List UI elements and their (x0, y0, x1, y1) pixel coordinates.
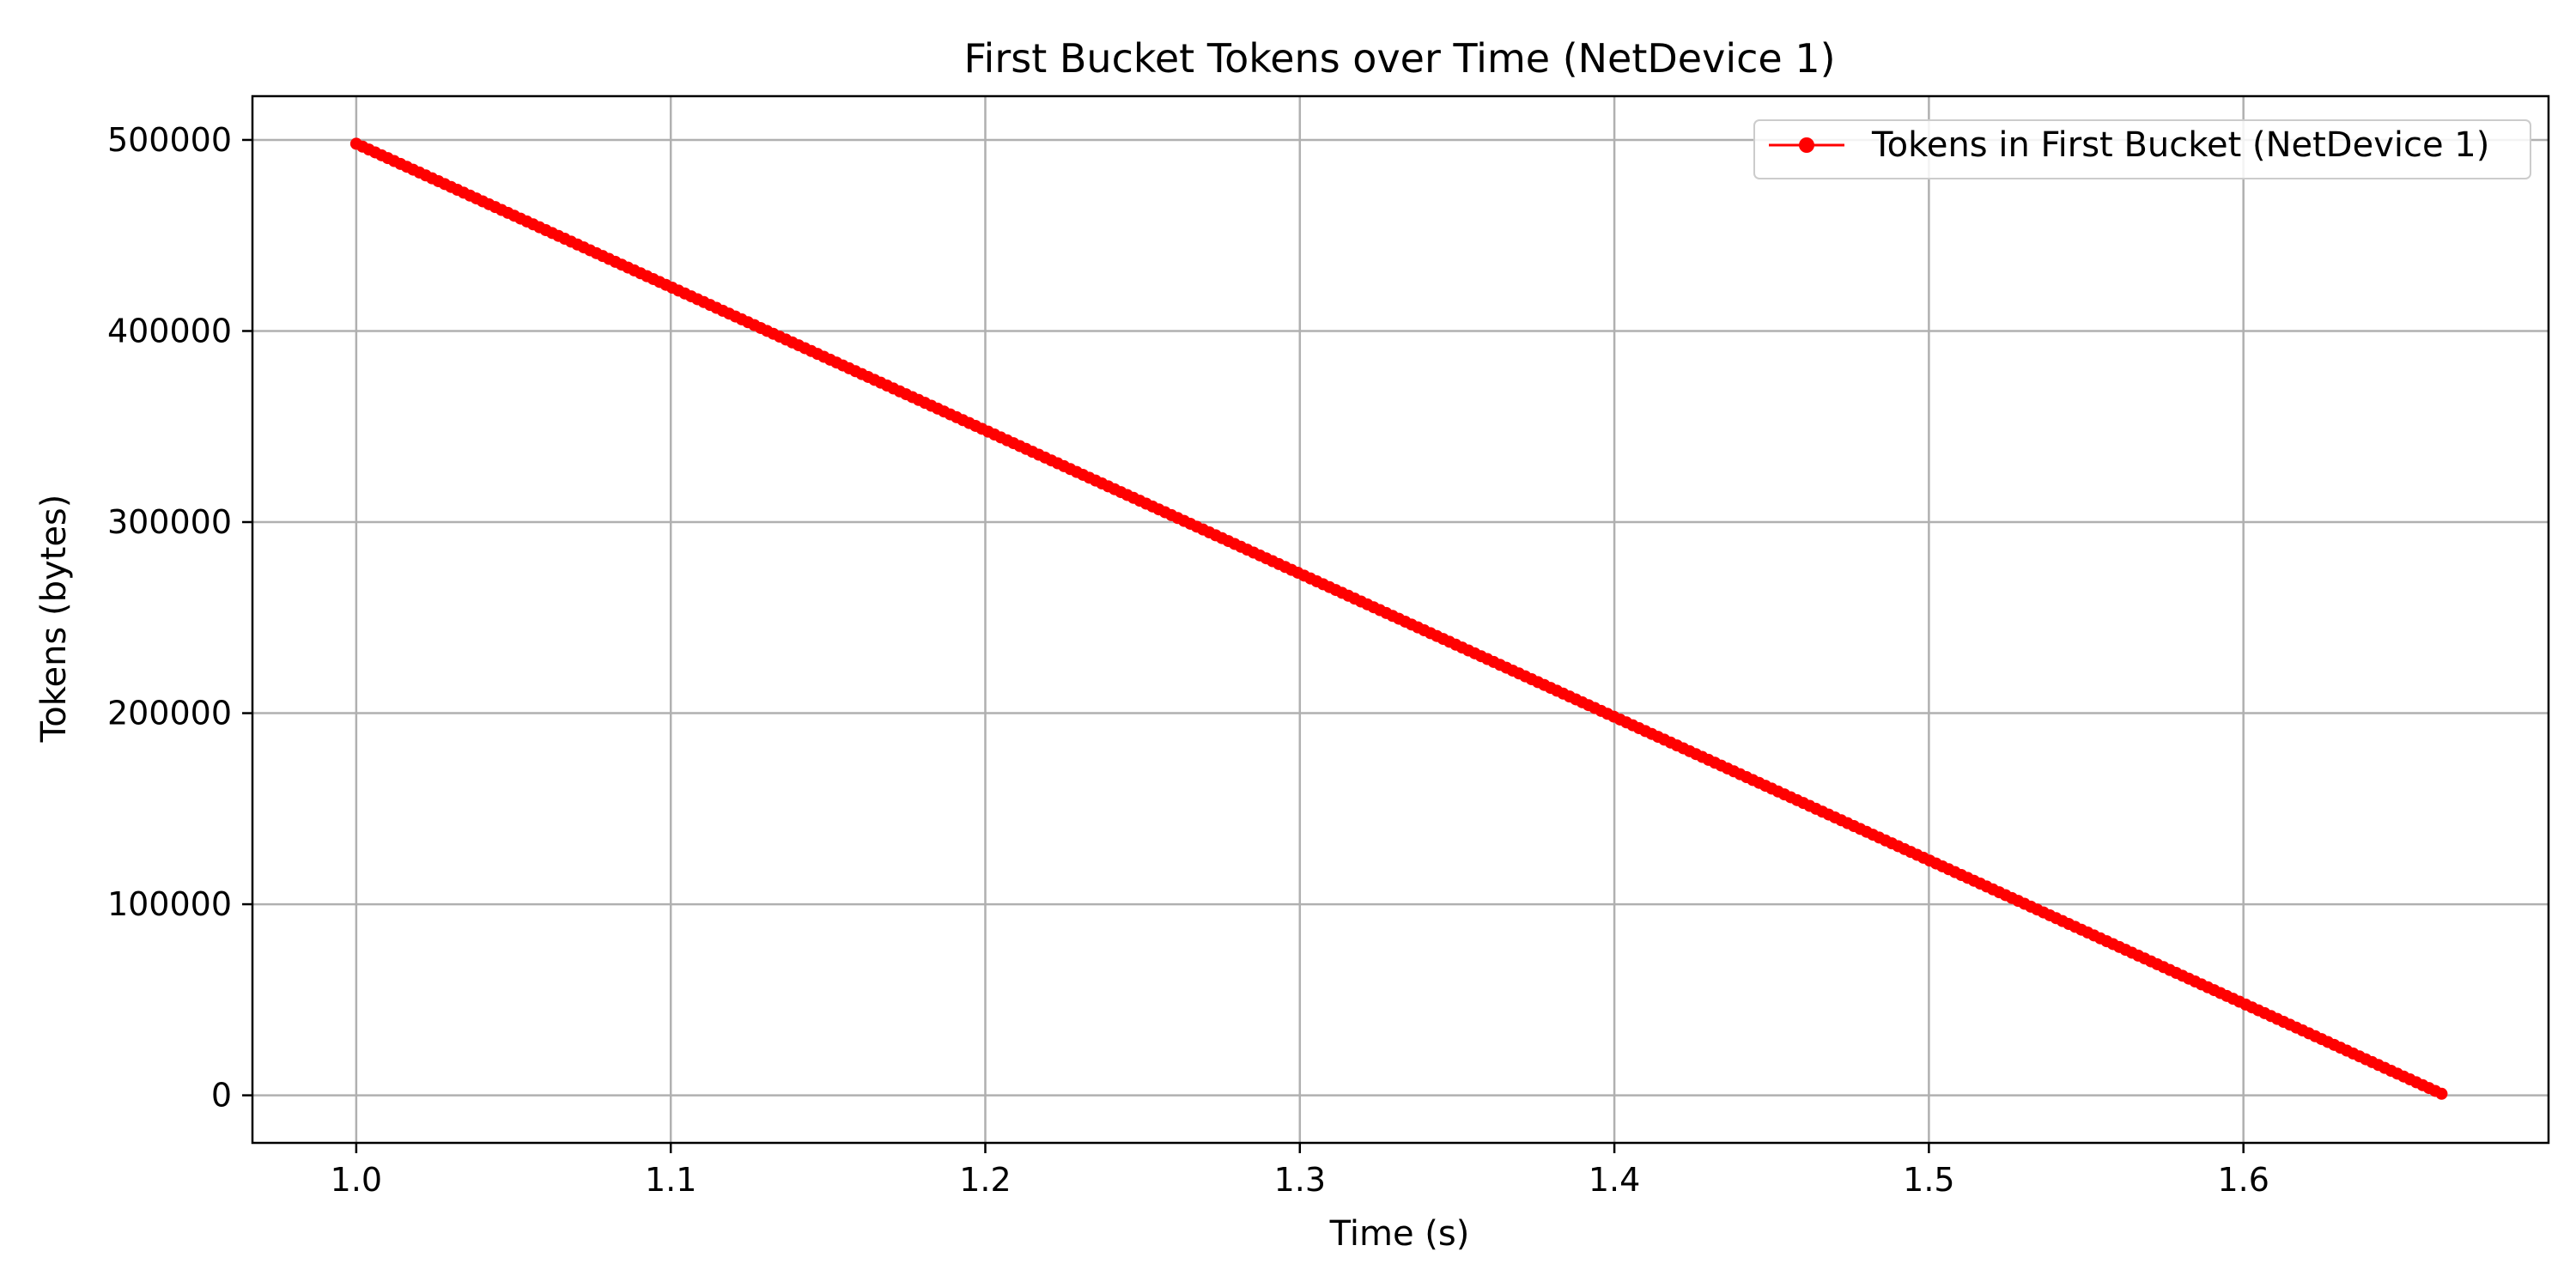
legend-marker-swatch (1799, 137, 1814, 153)
x-tick-label: 1.6 (2217, 1161, 2269, 1199)
x-tick-label: 1.0 (331, 1161, 382, 1199)
y-tick-label: 400000 (107, 312, 232, 349)
x-tick-label: 1.2 (959, 1161, 1011, 1199)
x-axis-label: Time (s) (1329, 1214, 1470, 1254)
data-point (2435, 1087, 2448, 1100)
y-axis-label: Tokens (bytes) (34, 495, 74, 744)
y-tick-label: 0 (211, 1077, 232, 1115)
x-tick-label: 1.4 (1589, 1161, 1640, 1199)
y-tick-label: 100000 (107, 885, 232, 923)
series-layer (349, 137, 2448, 1100)
x-tick-label: 1.5 (1903, 1161, 1954, 1199)
legend-entry-label: Tokens in First Bucket (NetDevice 1) (1871, 125, 2489, 165)
y-tick-label: 200000 (107, 695, 232, 732)
plot-frame (251, 94, 2550, 1145)
y-tick-label: 500000 (107, 121, 232, 159)
legend: Tokens in First Bucket (NetDevice 1) (1753, 119, 2531, 179)
x-tick-label: 1.1 (645, 1161, 696, 1199)
y-tick-label: 300000 (107, 503, 232, 541)
axes-layer: 1.0 1.1 1.2 1.3 1.4 1.5 1.6 0 100000 200000 300000… (107, 94, 2550, 1199)
chart-title: First Bucket Tokens over Time (NetDevice… (963, 35, 1835, 82)
legend-box (1753, 119, 2531, 179)
x-tick-label: 1.3 (1274, 1161, 1326, 1199)
